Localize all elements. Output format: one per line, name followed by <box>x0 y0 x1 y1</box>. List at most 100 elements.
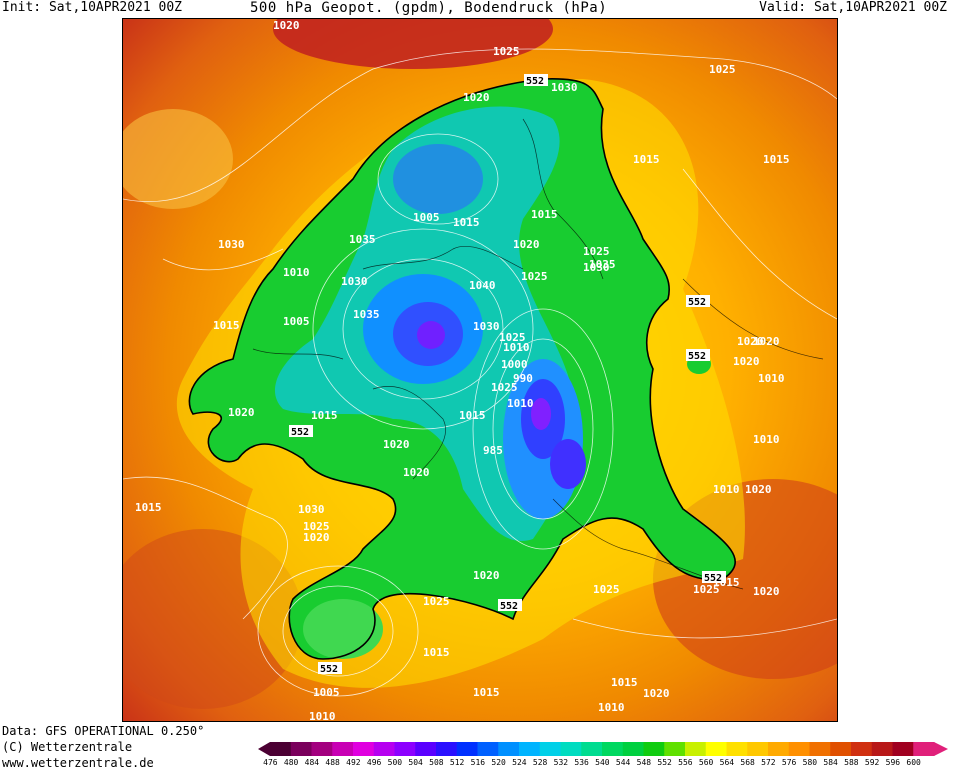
scale-swatch-532 <box>560 742 582 756</box>
purple-core-center <box>417 321 445 349</box>
scale-arrow-left <box>258 742 270 756</box>
blue-vortex-north <box>393 144 483 214</box>
isobar-label: 1040 <box>469 279 496 292</box>
isobar-label: 1010 <box>503 341 530 354</box>
label-552: 552 <box>291 427 309 438</box>
height-552-labels: 552 552 552 552 552 552 552 <box>289 74 726 675</box>
scale-swatch-484 <box>311 742 333 756</box>
scale-swatch-596 <box>892 742 914 756</box>
scale-tick: 516 <box>470 758 486 767</box>
scale-arrow-right <box>934 742 948 756</box>
scale-swatch-516 <box>477 742 499 756</box>
scale-tick: 508 <box>429 758 444 767</box>
color-scale-bar <box>258 742 948 756</box>
scale-tick: 540 <box>595 758 610 767</box>
isobar-label: 1025 <box>693 583 720 596</box>
isobar-label: 1025 <box>493 45 520 58</box>
isobar-label: 1015 <box>459 409 486 422</box>
label-552-box <box>289 425 313 437</box>
label-552: 552 <box>688 351 706 362</box>
valid-time-label: Valid: Sat,10APR2021 00Z <box>759 0 947 15</box>
scale-swatch-576 <box>788 742 810 756</box>
scale-tick: 568 <box>740 758 755 767</box>
label-552: 552 <box>500 601 518 612</box>
scale-swatch-580 <box>809 742 831 756</box>
isobar-label: 1015 <box>633 153 660 166</box>
scale-swatch-564 <box>726 742 748 756</box>
scale-tick: 536 <box>574 758 589 767</box>
init-time-label: Init: Sat,10APR2021 00Z <box>2 0 183 15</box>
scale-swatch-512 <box>456 742 478 756</box>
isobar-label: 1010 <box>507 397 534 410</box>
isobar-label: 1020 <box>473 569 500 582</box>
scale-swatch-540 <box>602 742 624 756</box>
scale-swatch-492 <box>353 742 375 756</box>
scale-tick: 584 <box>823 758 838 767</box>
scale-tick: 588 <box>844 758 859 767</box>
scale-tick: 576 <box>781 758 797 767</box>
scale-swatch-548 <box>643 742 665 756</box>
scale-tick: 520 <box>491 758 506 767</box>
isobar-label: 1010 <box>753 433 780 446</box>
scale-swatch-588 <box>851 742 873 756</box>
yellow-patch-nw <box>123 109 233 209</box>
isobar-label: 1015 <box>531 208 558 221</box>
data-source-label: Data: GFS OPERATIONAL 0.250° <box>2 724 205 738</box>
scale-swatch-584 <box>830 742 852 756</box>
isobar-label: 1015 <box>611 676 638 689</box>
isobar-label: 1030 <box>341 275 368 288</box>
isobar-label: 1020 <box>303 531 330 544</box>
green-cutoff-low <box>303 599 383 659</box>
label-552-box <box>686 349 710 361</box>
isobar-label: 1025 <box>709 63 736 76</box>
weather-map: 1020 1025 1030 1020 1025 1015 1015 1005 1015 1015… <box>122 18 838 722</box>
red-region-top <box>273 19 553 69</box>
isobar-label: 1015 <box>311 409 338 422</box>
label-552: 552 <box>688 297 706 308</box>
isobar-label: 1020 <box>403 466 430 479</box>
isobar-label: 1015 <box>135 501 162 514</box>
scale-tick: 484 <box>304 758 320 767</box>
copyright-label: (C) Wetterzentrale <box>2 740 133 754</box>
label-552-box <box>524 74 548 86</box>
chart-title: 500 hPa Geopot. (gpdm), Bodendruck (hPa) <box>250 0 608 16</box>
scale-tick: 500 <box>387 758 403 767</box>
isobar-label: 1005 <box>283 315 310 328</box>
isobar-lines <box>123 48 837 697</box>
scale-swatch-592 <box>871 742 893 756</box>
scale-tick: 596 <box>885 758 901 767</box>
label-552-box <box>498 599 522 611</box>
scale-tick: 564 <box>719 758 735 767</box>
isobar-label: 1025 <box>303 520 330 533</box>
scale-tick: 552 <box>657 758 672 767</box>
scale-tick: 492 <box>346 758 361 767</box>
scale-tick: 496 <box>366 758 382 767</box>
label-552: 552 <box>704 573 722 584</box>
deep-blue-core-se <box>550 439 586 489</box>
color-scale: 476 480 484 488 492 496 500 504 508 512 516 520 524 5… <box>258 742 958 768</box>
isobar-label: 1010 <box>598 701 625 714</box>
isobar-label: 1025 <box>491 381 518 394</box>
scale-swatch-480 <box>290 742 312 756</box>
isobar-label: 1025 <box>593 583 620 596</box>
isobar-label: 1025 <box>521 270 548 283</box>
scale-tick: 544 <box>615 758 631 767</box>
scale-swatch-544 <box>622 742 644 756</box>
isobar-label: 1020 <box>273 19 300 32</box>
isobar-label: 1015 <box>763 153 790 166</box>
isobar-label: 1035 <box>353 308 380 321</box>
isobar-label: 1015 <box>213 319 240 332</box>
isobar-label: 1030 <box>583 261 610 274</box>
isobar-label: 1030 <box>298 503 325 516</box>
isobar-label: 1020 <box>228 406 255 419</box>
label-552-box <box>686 295 710 307</box>
isobar-label: 1035 <box>349 233 376 246</box>
isobar-label: 990 <box>513 372 533 385</box>
isobar-label: 985 <box>483 444 503 457</box>
scale-swatch-536 <box>581 742 603 756</box>
scale-swatch-524 <box>519 742 541 756</box>
isobar-label: 1020 <box>383 438 410 451</box>
isobar-label: 1020 <box>745 483 772 496</box>
scale-swatch-488 <box>332 742 354 756</box>
scale-tick: 572 <box>761 758 776 767</box>
